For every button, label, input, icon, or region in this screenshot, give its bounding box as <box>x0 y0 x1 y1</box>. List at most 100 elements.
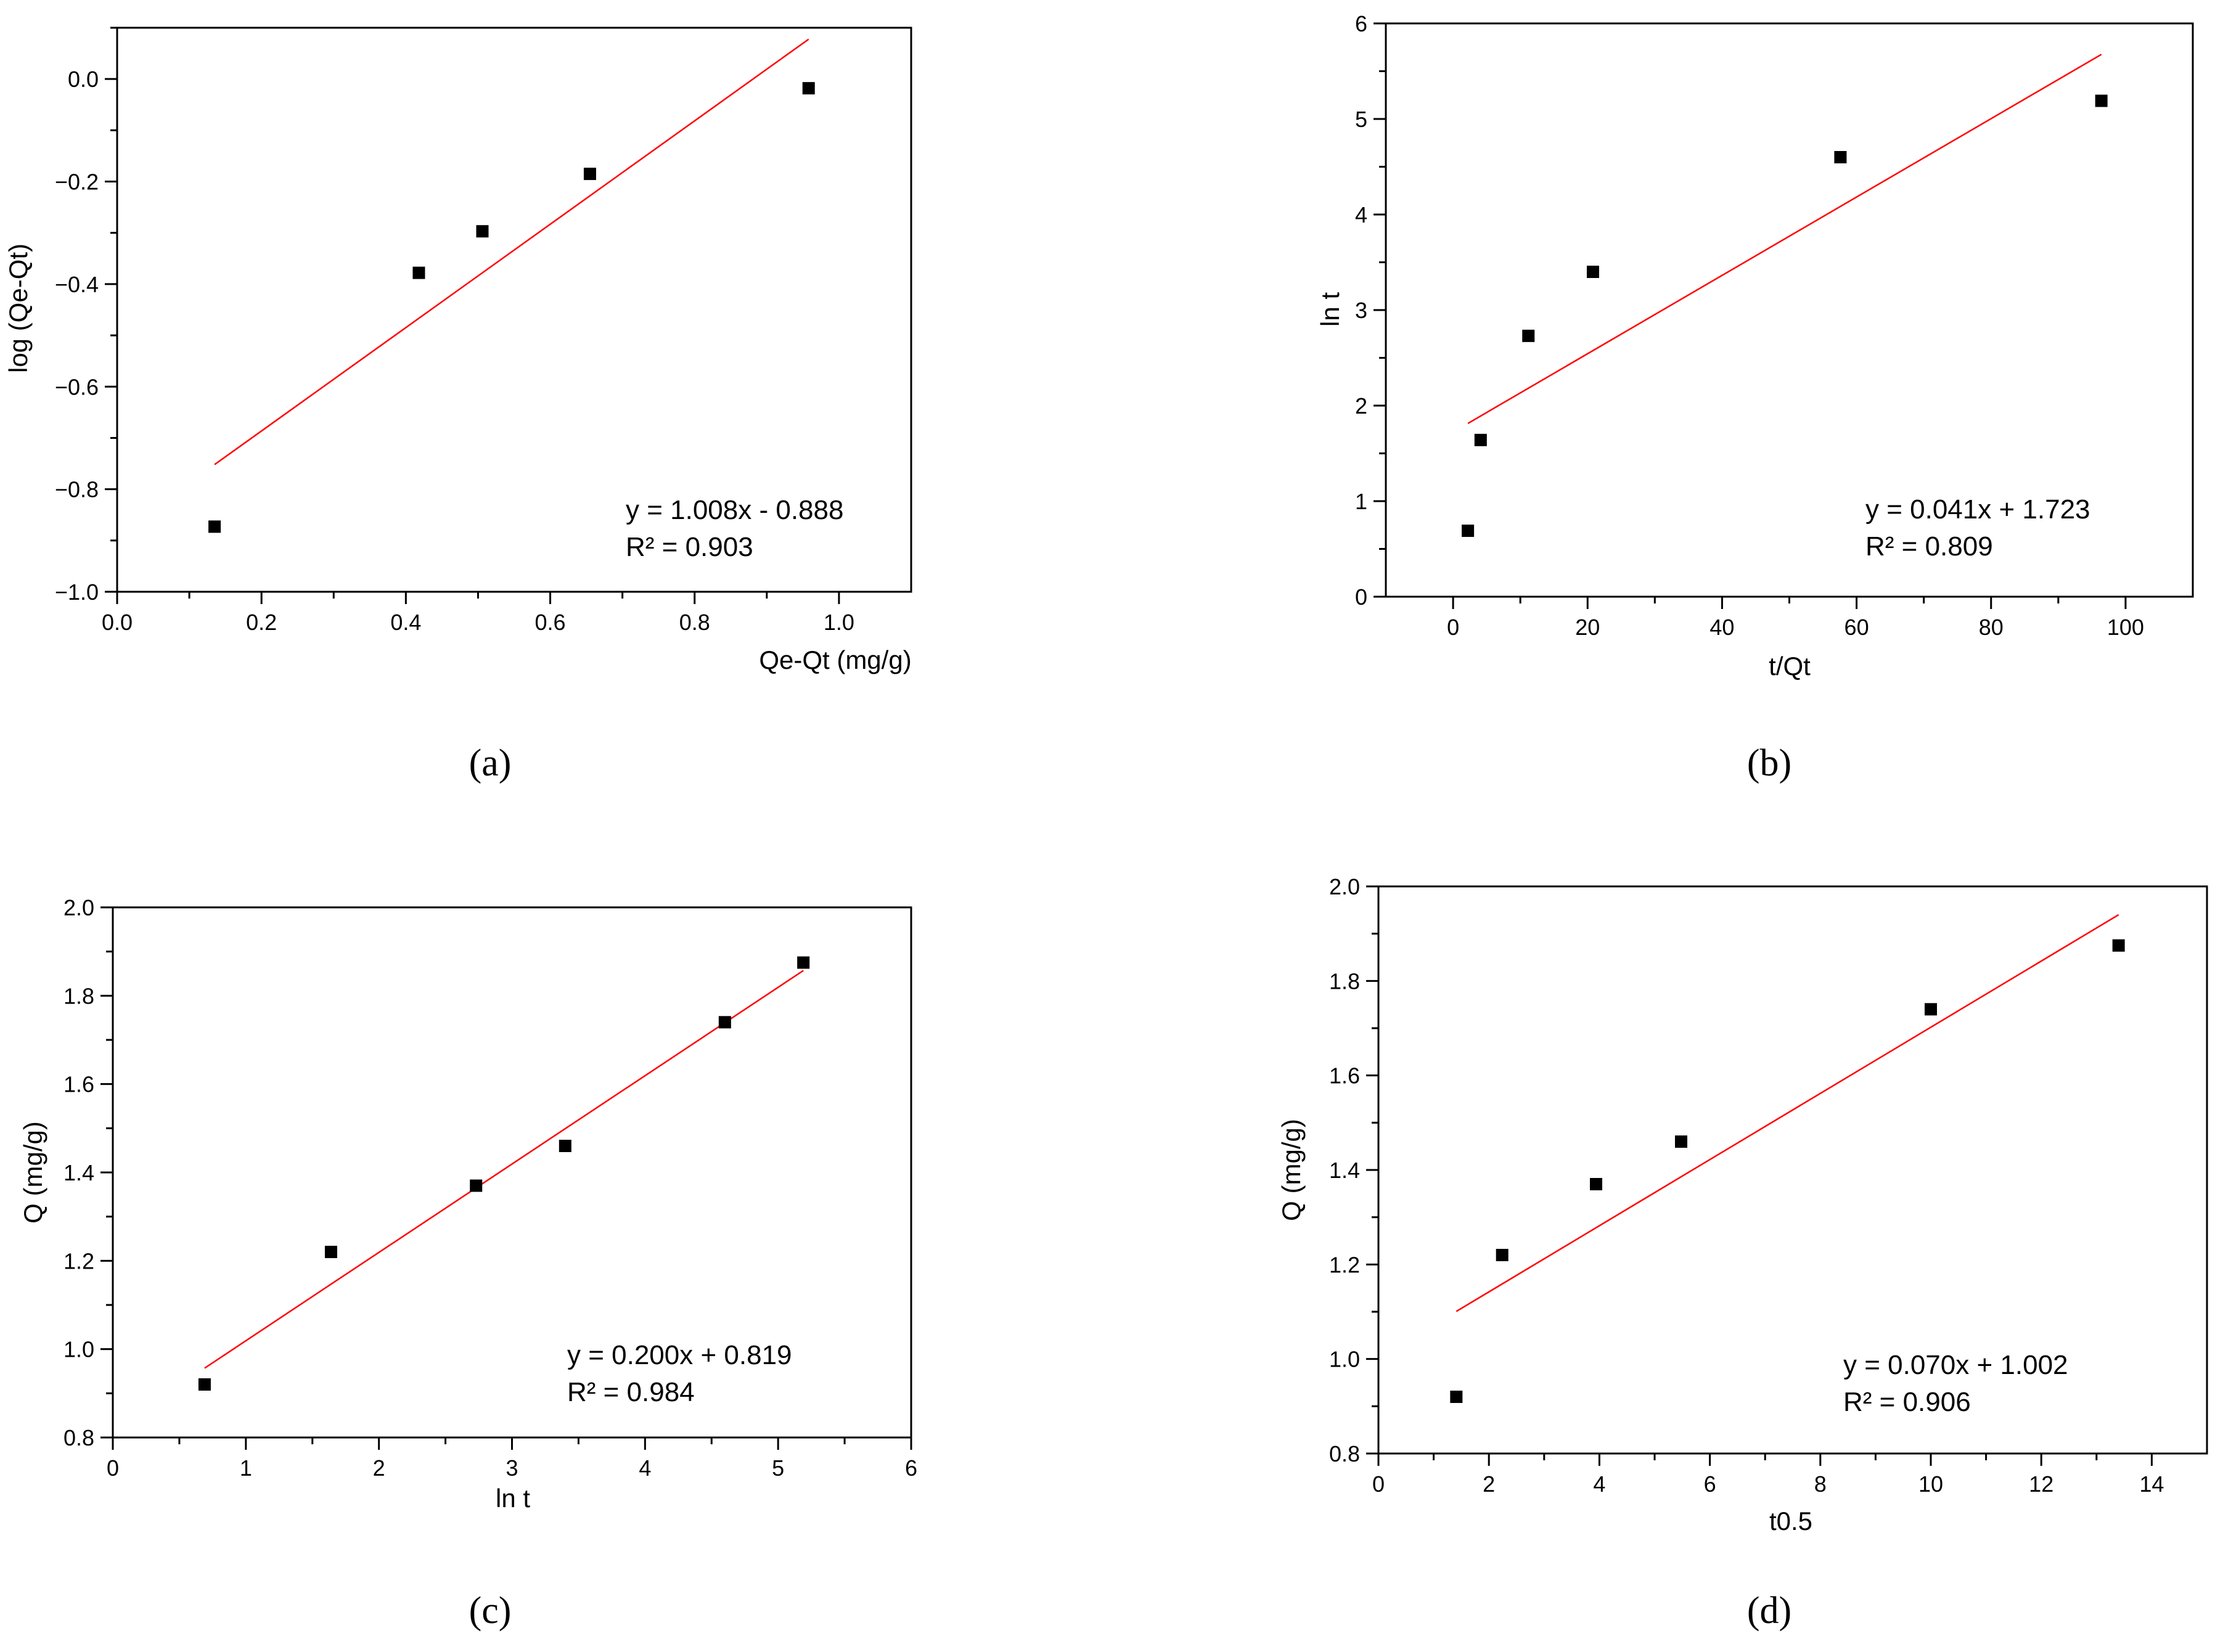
data-point <box>1462 525 1475 538</box>
data-point <box>208 520 221 533</box>
y-tick-label: 1.8 <box>63 983 94 1008</box>
panel-a-plot-frame <box>116 27 912 593</box>
panel-d-x-ticks: 0 2 4 6 8 10 12 14 <box>1372 1454 2164 1497</box>
regression-line <box>214 38 809 465</box>
y-tick-label: 5 <box>1355 107 1367 132</box>
x-tick-label: 5 <box>772 1455 784 1481</box>
panel-a-fit-equation: y = 1.008x - 0.888 <box>626 495 843 525</box>
data-point <box>583 168 596 181</box>
x-tick-label: 0 <box>107 1455 119 1481</box>
x-tick-label: 0 <box>1372 1471 1385 1497</box>
panel-b-x-ticks: 0 20 40 60 80 100 <box>1447 597 2144 640</box>
x-tick-label: 80 <box>1979 615 2004 640</box>
y-tick-label: 1.4 <box>1329 1158 1360 1183</box>
data-point <box>2095 94 2108 107</box>
panel-b-fit-equation: y = 0.041x + 1.723 <box>1865 494 2090 525</box>
x-tick-label: 1 <box>240 1455 252 1481</box>
panel-d-plot-frame <box>1377 885 2208 1455</box>
panel-d-caption: (d) <box>1747 1590 1791 1632</box>
panel-d-fit-equation: y = 0.070x + 1.002 <box>1843 1350 2068 1380</box>
panel-c-fit-line <box>204 970 804 1369</box>
panel-d: 0 2 4 6 8 10 12 14 0.8 1.0 1.2 1.4 1.6 1.8 2.0 t0.5 Q… <box>1277 874 2208 1632</box>
data-point <box>1522 329 1535 342</box>
y-tick-label: −0.6 <box>55 374 99 399</box>
data-point <box>1450 1391 1463 1403</box>
x-tick-label: 0.2 <box>246 610 277 635</box>
y-tick-label: 1.6 <box>1329 1063 1360 1089</box>
panel-b-plot-frame <box>1385 22 2194 598</box>
x-tick-label: 3 <box>506 1455 518 1481</box>
panel-b-x-axis-label: t/Qt <box>1769 652 1811 681</box>
y-tick-label: 1.0 <box>1329 1347 1360 1372</box>
panel-d-fit-line <box>1456 914 2119 1312</box>
panel-a-r-squared: R² = 0.903 <box>626 532 753 562</box>
panel-b-y-axis-label: ln t <box>1316 292 1345 327</box>
y-tick-label: 1.0 <box>63 1337 94 1362</box>
data-point <box>797 956 810 969</box>
y-tick-label: 1 <box>1355 489 1367 514</box>
y-tick-label: 0.0 <box>68 67 99 92</box>
panel-a-data-points <box>208 82 815 533</box>
y-tick-label: 4 <box>1355 202 1367 227</box>
panel-b-data-points <box>1462 94 2108 538</box>
y-tick-label: 1.4 <box>63 1160 94 1185</box>
panel-a-y-axis-label: log (Qe-Qt) <box>4 243 33 373</box>
y-tick-label: 1.6 <box>63 1072 94 1097</box>
data-point <box>1586 266 1599 278</box>
panel-a-y-ticks: −1.0 −0.8 −0.6 −0.4 −0.2 0.0 <box>55 27 117 605</box>
regression-line <box>1467 54 2102 425</box>
panel-c-x-axis-label: ln t <box>496 1484 530 1513</box>
y-tick-label: 2.0 <box>1329 874 1360 899</box>
x-tick-label: 0 <box>1447 615 1459 640</box>
y-tick-label: 1.8 <box>1329 968 1360 994</box>
data-point <box>412 266 425 279</box>
data-point <box>198 1378 211 1391</box>
x-tick-label: 2 <box>373 1455 385 1481</box>
data-point <box>2112 939 2125 952</box>
data-point <box>476 225 489 238</box>
y-tick-label: −0.4 <box>55 272 99 297</box>
data-point <box>718 1016 731 1029</box>
panel-c: 0 1 2 3 4 5 6 0.8 1.0 1.2 1.4 1.6 1.8 2.0 ln t Q (mg… <box>18 895 917 1632</box>
x-tick-label: 0.4 <box>390 610 421 635</box>
panel-b-r-squared: R² = 0.809 <box>1865 531 1993 562</box>
x-tick-label: 20 <box>1575 615 1600 640</box>
regression-line <box>204 970 804 1369</box>
x-tick-label: 0.0 <box>102 610 133 635</box>
data-point <box>324 1246 337 1258</box>
panel-a-x-axis-label: Qe-Qt (mg/g) <box>759 645 911 674</box>
panel-d-data-points <box>1450 939 2125 1403</box>
panel-d-x-axis-label: t0.5 <box>1769 1507 1812 1535</box>
x-tick-label: 1.0 <box>824 610 854 635</box>
data-point <box>802 82 815 95</box>
x-tick-label: 0.6 <box>535 610 566 635</box>
panel-a-caption: (a) <box>469 742 512 784</box>
data-point <box>1474 433 1487 446</box>
panel-a: 0.0 0.2 0.4 0.6 0.8 1.0 −1.0 −0.8 −0.6 −0.4 −0.2 0… <box>4 27 912 784</box>
x-tick-label: 6 <box>905 1455 917 1481</box>
panel-c-plot-frame <box>112 906 912 1439</box>
x-tick-label: 2 <box>1483 1471 1495 1497</box>
panel-c-caption: (c) <box>469 1590 512 1632</box>
panel-a-fit-line <box>214 38 809 465</box>
x-tick-label: 14 <box>2139 1471 2164 1497</box>
panel-c-y-ticks: 0.8 1.0 1.2 1.4 1.6 1.8 2.0 <box>63 895 113 1450</box>
data-point <box>559 1140 571 1152</box>
y-tick-label: −0.8 <box>55 477 99 502</box>
data-point <box>1834 151 1847 163</box>
panel-d-y-axis-label: Q (mg/g) <box>1277 1119 1306 1221</box>
y-tick-label: 0.8 <box>1329 1441 1360 1466</box>
data-point <box>1590 1178 1603 1190</box>
panel-c-y-axis-label: Q (mg/g) <box>18 1121 47 1224</box>
x-tick-label: 6 <box>1704 1471 1716 1497</box>
data-point <box>1925 1003 1937 1016</box>
panel-c-r-squared: R² = 0.984 <box>567 1377 695 1407</box>
data-point <box>470 1179 483 1192</box>
panel-b-y-ticks: 0 1 2 3 4 5 6 <box>1355 11 1386 610</box>
y-tick-label: 2 <box>1355 393 1367 419</box>
x-tick-label: 10 <box>1918 1471 1943 1497</box>
panel-b-caption: (b) <box>1747 742 1791 784</box>
y-tick-label: 0.8 <box>63 1425 94 1450</box>
panel-c-data-points <box>198 956 810 1391</box>
